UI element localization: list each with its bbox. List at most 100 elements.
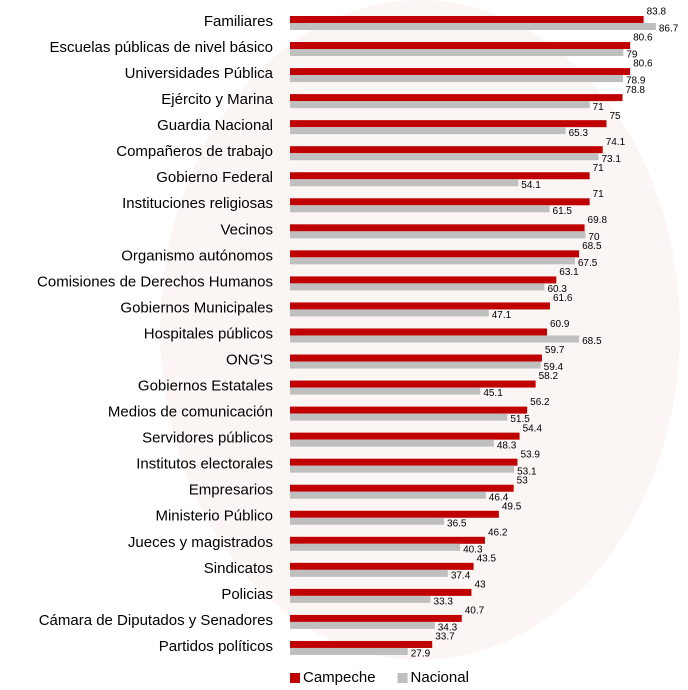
value-label: 67.5 <box>578 258 598 269</box>
bar <box>290 562 474 570</box>
legend-label: Nacional <box>411 669 469 686</box>
value-label: 43.5 <box>477 553 497 564</box>
value-label: 56.2 <box>530 397 550 408</box>
category-label: Policias <box>221 586 273 603</box>
bar <box>290 380 536 388</box>
value-label: 40.7 <box>465 606 485 617</box>
value-label: 75 <box>610 111 622 122</box>
value-label: 68.5 <box>582 241 602 252</box>
bar <box>290 153 599 161</box>
category-label: Ejército y Marina <box>161 91 273 108</box>
bar <box>290 536 485 544</box>
value-label: 78.9 <box>626 76 646 87</box>
category-label: Gobierno Federal <box>156 169 273 186</box>
bar <box>290 257 575 265</box>
bar <box>290 179 519 187</box>
value-label: 80.6 <box>633 33 653 44</box>
bar <box>290 302 550 310</box>
value-label: 43 <box>474 580 486 591</box>
bar <box>290 406 528 414</box>
bar <box>290 621 435 629</box>
bar <box>290 283 545 291</box>
value-label: 53 <box>517 475 529 486</box>
legend-swatch <box>290 673 300 683</box>
bar <box>290 335 580 343</box>
bar <box>290 224 585 232</box>
value-label: 59.4 <box>544 362 564 373</box>
bar <box>290 42 631 50</box>
value-label: 59.7 <box>545 345 565 356</box>
value-label: 60.3 <box>547 284 567 295</box>
bar <box>290 484 514 492</box>
bar <box>290 309 489 317</box>
value-label: 79 <box>626 50 638 61</box>
value-label: 71 <box>593 163 605 174</box>
category-label: Escuelas públicas de nivel básico <box>50 39 273 56</box>
bar <box>290 432 520 440</box>
bar <box>290 640 433 648</box>
bar <box>290 276 557 284</box>
value-label: 45.1 <box>483 388 503 399</box>
bar <box>290 569 448 577</box>
category-label: Institutos electorales <box>136 456 273 473</box>
value-label: 63.1 <box>559 267 579 278</box>
value-label: 33.3 <box>434 597 454 608</box>
value-label: 49.5 <box>502 501 522 512</box>
value-label: 60.9 <box>550 319 570 330</box>
bar <box>290 172 590 180</box>
bar <box>290 198 590 206</box>
value-label: 73.1 <box>601 154 621 165</box>
value-label: 53.9 <box>520 449 540 460</box>
bar <box>290 413 508 421</box>
value-label: 61.6 <box>553 293 573 304</box>
category-label: Medios de comunicación <box>108 404 273 421</box>
category-label: ONG'S <box>226 351 273 368</box>
bar <box>290 231 586 239</box>
category-label: Organismo autónomos <box>121 247 273 264</box>
category-label: Universidades Pública <box>125 65 274 82</box>
bar <box>290 250 580 258</box>
value-label: 80.6 <box>633 59 653 70</box>
bar <box>290 361 541 369</box>
bar <box>290 517 445 525</box>
bar <box>290 23 656 30</box>
bar <box>290 205 550 213</box>
value-label: 71 <box>593 102 605 113</box>
value-label: 33.7 <box>435 632 455 643</box>
value-label: 48.3 <box>497 440 517 451</box>
bar <box>290 94 623 102</box>
value-label: 37.4 <box>451 570 471 581</box>
category-label: Sindicatos <box>204 560 273 577</box>
bar <box>290 75 623 83</box>
value-label: 58.2 <box>539 371 559 382</box>
bar <box>290 595 431 603</box>
category-label: Gobiernos Estatales <box>138 378 273 395</box>
category-label: Gobiernos Municipales <box>120 299 273 316</box>
value-label: 78.8 <box>626 85 646 96</box>
value-label: 71 <box>593 189 605 200</box>
category-label: Ministerio Público <box>155 508 273 525</box>
category-label: Instituciones religiosas <box>122 195 273 212</box>
value-label: 68.5 <box>582 336 602 347</box>
legend-label: Campeche <box>303 669 376 686</box>
value-label: 83.8 <box>647 7 667 18</box>
bar <box>290 120 607 128</box>
bar <box>290 647 408 655</box>
category-label: Servidores públicos <box>142 430 273 447</box>
bar <box>290 458 518 466</box>
category-label: Guardia Nacional <box>157 117 273 134</box>
value-label: 40.3 <box>463 544 483 555</box>
category-label: Partidos políticos <box>159 638 273 655</box>
category-label: Comisiones de Derechos Humanos <box>37 273 273 290</box>
bar <box>290 127 566 135</box>
value-label: 47.1 <box>492 310 512 321</box>
bar <box>290 387 481 395</box>
value-label: 86.7 <box>659 24 679 35</box>
bar <box>290 354 542 362</box>
value-label: 70 <box>588 232 600 243</box>
bar <box>290 510 499 518</box>
value-label: 65.3 <box>569 128 589 139</box>
value-label: 27.9 <box>411 649 431 660</box>
bar <box>290 68 631 76</box>
